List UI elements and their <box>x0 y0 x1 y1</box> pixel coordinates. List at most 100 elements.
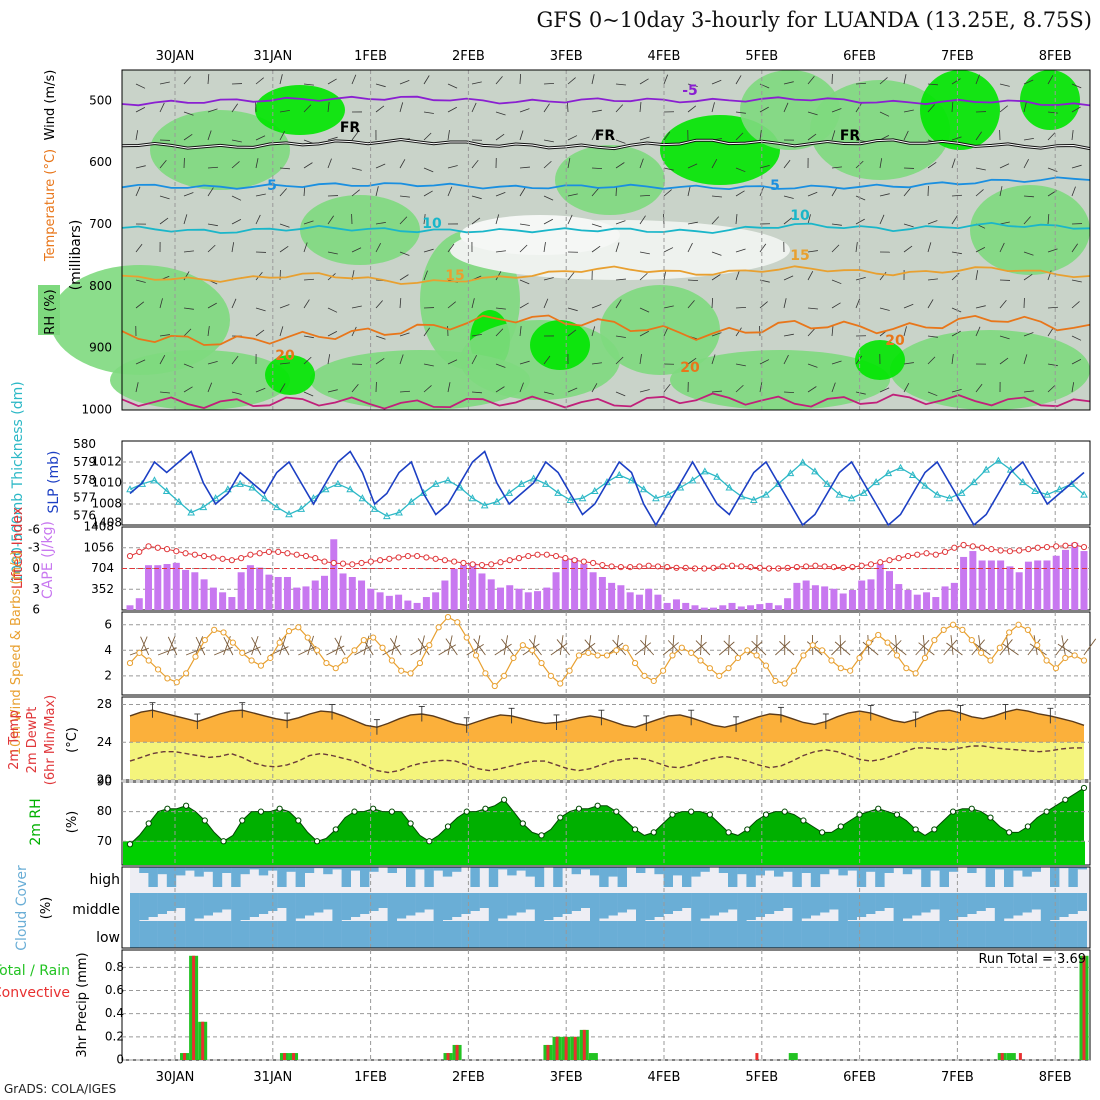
wind-barb <box>831 166 842 169</box>
cloud-level-label: high <box>89 872 120 888</box>
rh2m-marker <box>613 808 620 815</box>
lifted-index-marker <box>293 551 300 558</box>
cape-bar <box>432 592 440 610</box>
cape-bar <box>987 560 995 610</box>
cloud-middle-cell <box>544 893 554 920</box>
wind10m-marker <box>865 639 872 646</box>
thickness-marker <box>933 490 942 498</box>
rh-region <box>890 330 1090 410</box>
cloud-middle-cell <box>304 893 315 916</box>
cloud-low-cell <box>176 921 186 948</box>
cloud-high-cell <box>976 867 986 869</box>
precip-total-bar <box>588 1053 598 1060</box>
cloud-high-cell <box>139 867 149 873</box>
lifted-index-marker <box>590 559 597 567</box>
wind-barb <box>255 307 266 312</box>
lifted-index-marker <box>738 563 745 570</box>
cape-bar <box>876 564 884 610</box>
wind-barb <box>519 187 526 197</box>
thickness-marker <box>615 470 624 478</box>
isotherm-label: 10 <box>422 216 442 232</box>
temp-tick-label: 20 <box>97 773 112 787</box>
cloud-middle-cell <box>958 893 968 917</box>
wind-barb <box>591 245 601 253</box>
wind10m-marker <box>725 665 732 672</box>
wind-barb <box>615 299 622 309</box>
wind-barb <box>1047 132 1056 141</box>
thickness-marker <box>444 476 452 484</box>
rh2m-marker <box>706 811 713 818</box>
cape-bar <box>543 587 551 610</box>
cape-bar <box>228 597 236 610</box>
cloud-high-cell <box>691 867 701 877</box>
precip-convective-bar <box>555 1036 559 1060</box>
cloud-middle-cell <box>599 893 609 919</box>
wind-barb <box>591 167 603 170</box>
precip-frame <box>121 949 1091 1061</box>
wind10m-marker <box>164 675 171 682</box>
date-label-top: 6FEB <box>843 49 876 64</box>
wind-barb <box>711 195 722 198</box>
wind-barb <box>855 298 861 309</box>
wind-barb <box>639 158 644 169</box>
thickness-marker <box>260 494 269 502</box>
cloud-middle-cell <box>452 893 462 917</box>
rh2m-marker <box>370 805 377 812</box>
cape-bar <box>617 585 625 610</box>
cloud-middle-cell <box>590 893 600 922</box>
wind-barb <box>327 354 331 365</box>
cloud-low-cell <box>847 921 857 948</box>
wind-barb <box>375 221 386 225</box>
wind-barb <box>495 250 506 253</box>
wind-barb <box>351 131 359 141</box>
date-label-bottom: 31JAN <box>253 1070 292 1085</box>
lifted-index-marker <box>728 562 736 569</box>
wind10m-barb <box>667 640 683 656</box>
wind-barb <box>855 139 866 143</box>
wind-barb <box>303 299 310 309</box>
lifted-index-marker <box>654 563 662 570</box>
thickness-tick-label: 576 <box>73 509 96 523</box>
wind10m-barb <box>775 641 791 656</box>
wind-barb <box>423 214 426 225</box>
cloud-middle-cell <box>1050 893 1060 920</box>
wind-barb <box>663 74 669 85</box>
thickness-marker <box>749 495 758 503</box>
cape-bar <box>395 594 403 610</box>
wind-barb <box>831 223 842 226</box>
cape-bar <box>385 595 393 610</box>
cloud-high-cell <box>948 867 959 872</box>
cape-axis-label: CAPE (J/kg) <box>40 521 56 599</box>
wind-barb <box>183 192 194 197</box>
cloud-high-cell <box>645 867 655 869</box>
cloud-low-cell <box>424 921 434 948</box>
rh2m-marker <box>313 838 321 845</box>
cape-bar <box>534 591 542 610</box>
wind-barb <box>447 165 458 169</box>
cloud-middle-cell <box>231 893 241 923</box>
wind-barb <box>1071 301 1080 309</box>
cloud-high-cell <box>801 867 811 873</box>
wind-barb <box>999 221 1010 225</box>
cloud-low-cell <box>534 921 545 948</box>
cape-bar <box>265 574 273 610</box>
wind10m-barb <box>410 644 429 656</box>
cloud-middle-cell <box>682 893 692 908</box>
rh-region <box>670 350 890 410</box>
cloud-low-cell <box>691 921 701 948</box>
cape-bar <box>126 605 134 610</box>
temp-line <box>129 708 1085 728</box>
wind-barb <box>1071 335 1082 341</box>
chart-title: GFS 0~10day 3-hourly for LUANDA (13.25E,… <box>536 8 1092 32</box>
thickness-marker <box>860 488 868 496</box>
wind10m-marker <box>772 677 779 685</box>
wind-barb <box>615 278 626 281</box>
wind-barb <box>831 360 842 365</box>
cloud-middle-cell <box>488 893 499 922</box>
thickness-marker <box>334 479 342 487</box>
cape-bar <box>682 602 690 610</box>
wind10m-marker <box>416 659 424 667</box>
cloud-low-cell <box>994 921 1005 948</box>
cloud-low-cell <box>1022 921 1032 948</box>
cloud-low-cell <box>590 921 600 948</box>
